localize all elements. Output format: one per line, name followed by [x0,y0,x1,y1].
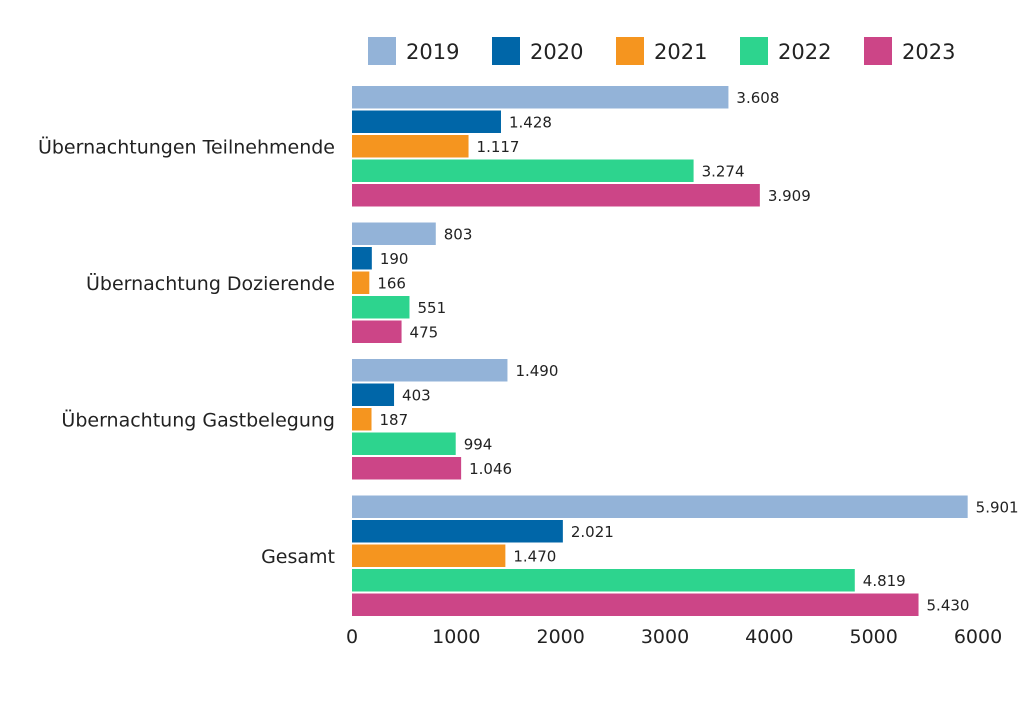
category-label: Gesamt [261,546,335,568]
bar-2022 [352,296,410,319]
legend-label-2022: 2022 [778,40,831,64]
data-label-2020: 2.021 [571,523,614,541]
x-tick-label: 0 [346,626,358,648]
category-label: Übernachtung Dozierende [86,272,335,295]
data-label-2019: 803 [444,225,473,243]
data-label-2021: 1.117 [477,138,520,156]
bar-2020 [352,247,372,270]
data-label-2020: 403 [402,386,431,404]
data-label-2019: 1.490 [515,362,558,380]
data-label-2023: 5.430 [927,596,970,614]
category-labels: Übernachtungen Teilnehmende Übernachtung … [38,135,335,568]
x-tick-label: 4000 [745,626,793,648]
legend-label-2020: 2020 [530,40,583,64]
bar-2019 [352,222,436,245]
category-label: Übernachtung Gastbelegung [61,408,335,431]
legend-swatch-2019 [368,37,396,65]
bar-2022 [352,159,694,182]
bar-2020 [352,383,395,406]
bar-2023 [352,184,760,207]
data-label-2021: 166 [377,274,406,292]
bar-2023 [352,457,462,480]
x-tick-label: 5000 [849,626,897,648]
x-tick-label: 6000 [954,626,1002,648]
x-tick-label: 3000 [641,626,689,648]
legend-swatch-2020 [492,37,520,65]
bar-2021 [352,135,469,158]
bar-2021 [352,271,370,294]
x-axis: 0 1000 2000 3000 4000 5000 6000 [346,626,1002,648]
x-tick-label: 2000 [536,626,584,648]
data-label-2023: 1.046 [469,460,512,478]
category-label: Übernachtungen Teilnehmende [38,135,335,158]
bar-2019 [352,359,508,382]
bar-2023 [352,593,919,616]
data-label-2020: 190 [380,250,409,268]
data-label-2019: 5.901 [976,498,1019,516]
data-label-2022: 551 [417,299,446,317]
bar-2020 [352,110,501,133]
data-label-2022: 3.274 [702,162,745,180]
data-label-2023: 475 [410,323,439,341]
bar-2021 [352,408,372,431]
bar-2022 [352,569,855,592]
bar-2019 [352,86,729,109]
data-label-2021: 187 [380,411,409,429]
legend-label-2019: 2019 [406,40,459,64]
data-label-2021: 1.470 [513,547,556,565]
legend-swatch-2021 [616,37,644,65]
bar-2023 [352,320,402,343]
bar-2021 [352,544,506,567]
bar-2019 [352,495,968,518]
bar-2020 [352,520,563,543]
data-label-2023: 3.909 [768,187,811,205]
bar-2022 [352,432,456,455]
data-label-2022: 994 [464,435,493,453]
legend: 2019 2020 2021 2022 2023 [368,37,955,65]
bars: 3.608 1.428 1.117 3.274 3.909 803 190 166 551 475… [352,86,1019,616]
legend-swatch-2022 [740,37,768,65]
data-label-2022: 4.819 [863,572,906,590]
legend-swatch-2023 [864,37,892,65]
data-label-2020: 1.428 [509,113,552,131]
x-tick-label: 1000 [432,626,480,648]
legend-label-2023: 2023 [902,40,955,64]
legend-label-2021: 2021 [654,40,707,64]
data-label-2019: 3.608 [736,89,779,107]
